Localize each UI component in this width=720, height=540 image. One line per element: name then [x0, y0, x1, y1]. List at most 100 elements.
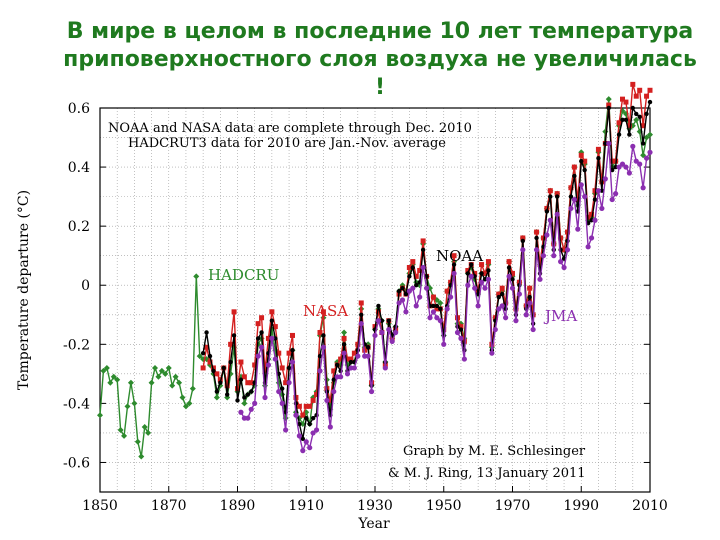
data-point-jma	[485, 276, 492, 282]
data-point-jma	[592, 217, 598, 223]
x-tick-label: 1990	[563, 498, 599, 514]
data-point-hadcru	[145, 429, 152, 436]
data-point-nasa	[314, 392, 320, 398]
data-point-jma	[503, 315, 509, 321]
data-point-hadcru	[165, 364, 172, 371]
data-point-hadcru	[162, 370, 169, 377]
data-point-hadcru	[134, 438, 141, 445]
data-point-hadcru	[602, 128, 609, 135]
data-point-jma	[606, 140, 612, 147]
y-tick-label: 0.6	[68, 101, 90, 117]
data-point-jma	[588, 235, 595, 241]
y-tick-label: -0.2	[63, 337, 90, 353]
data-note-line2: HADCRUT3 data for 2010 are Jan.-Nov. ave…	[128, 136, 446, 151]
data-point-noaa	[249, 389, 254, 394]
data-point-hadcru	[169, 382, 176, 389]
data-point-nasa	[283, 380, 289, 386]
data-point-jma	[540, 253, 547, 259]
data-point-nasa	[259, 315, 265, 321]
data-point-noaa	[235, 398, 240, 403]
data-point-nasa	[296, 403, 302, 409]
data-point-jma	[252, 400, 258, 406]
data-point-nasa	[496, 291, 502, 297]
data-point-jma	[582, 194, 588, 200]
x-tick-label: 1930	[357, 498, 393, 514]
data-point-hadcru	[186, 400, 193, 407]
data-point-nasa	[626, 123, 632, 129]
axis-ticks: 1850 1870 1890 1910 1930 1950 1970 1990 2010 -0.6…	[63, 101, 668, 514]
data-point-nasa	[485, 259, 491, 265]
data-point-noaa	[544, 209, 550, 214]
data-point-jma	[406, 288, 412, 294]
data-point-jma	[351, 365, 357, 371]
data-point-jma	[578, 182, 584, 188]
data-point-jma	[276, 388, 282, 395]
data-point-hadcru	[114, 376, 121, 383]
data-point-noaa	[279, 386, 285, 391]
data-point-noaa	[582, 167, 587, 173]
data-point-jma	[558, 259, 564, 265]
data-point-jma	[248, 406, 254, 412]
data-point-nasa	[389, 335, 395, 341]
data-point-nasa	[327, 397, 333, 403]
data-point-jma	[403, 309, 409, 315]
data-point-hadcru	[299, 421, 306, 428]
data-point-jma	[465, 282, 471, 288]
data-point-nasa	[434, 306, 440, 312]
data-point-jma	[327, 424, 333, 430]
data-point-hadcru	[633, 116, 640, 123]
data-point-jma	[533, 247, 540, 253]
data-point-hadcru	[179, 394, 186, 401]
data-point-jma	[341, 350, 347, 356]
data-point-noaa	[269, 318, 275, 323]
data-point-nasa	[547, 188, 553, 194]
data-point-hadcru	[124, 403, 131, 410]
data-point-noaa	[647, 99, 653, 105]
data-point-jma	[448, 294, 454, 300]
data-point-jma	[637, 161, 643, 167]
data-point-noaa	[304, 415, 309, 421]
data-point-noaa	[554, 194, 560, 199]
data-point-jma	[554, 211, 560, 217]
data-point-noaa	[221, 365, 226, 371]
data-point-hadcru	[172, 373, 179, 380]
data-point-noaa	[396, 288, 402, 294]
data-point-jma	[599, 205, 605, 212]
data-point-hadcru	[176, 379, 183, 386]
data-point-jma	[478, 279, 485, 285]
data-point-jma	[303, 439, 309, 445]
data-point-jma	[537, 276, 543, 282]
data-point-nasa	[265, 335, 271, 341]
data-point-jma	[451, 270, 457, 277]
data-point-jma	[571, 196, 577, 203]
data-point-jma	[393, 329, 399, 336]
y-tick-label: 0.4	[68, 160, 90, 176]
data-point-nasa	[595, 146, 601, 152]
data-point-jma	[564, 247, 571, 253]
data-point-noaa	[520, 238, 526, 244]
data-point-jma	[437, 318, 443, 324]
y-axis-label: Temperature departure (°C)	[16, 190, 32, 390]
data-point-nasa	[616, 120, 622, 126]
data-point-nasa	[214, 371, 220, 377]
data-point-jma	[623, 164, 629, 170]
data-point-jma	[509, 285, 516, 291]
data-point-noaa	[211, 368, 216, 374]
data-point-nasa	[479, 262, 485, 268]
data-point-nasa	[540, 235, 546, 241]
data-point-jma	[338, 374, 344, 380]
data-point-nasa	[623, 99, 629, 105]
data-point-nasa	[358, 300, 364, 306]
data-point-noaa	[410, 265, 416, 270]
data-point-noaa	[348, 359, 354, 365]
data-point-jma	[420, 264, 426, 271]
data-point-jma	[289, 359, 296, 365]
data-point-nasa	[527, 285, 533, 291]
data-point-nasa	[441, 327, 447, 333]
data-point-jma	[482, 285, 488, 291]
data-point-noaa	[231, 333, 237, 338]
data-point-hadcru	[643, 134, 650, 141]
data-point-hadcru	[100, 367, 107, 374]
data-point-jma	[547, 217, 553, 223]
credit-line1: Graph by M. E. Schlesinger	[403, 444, 586, 459]
